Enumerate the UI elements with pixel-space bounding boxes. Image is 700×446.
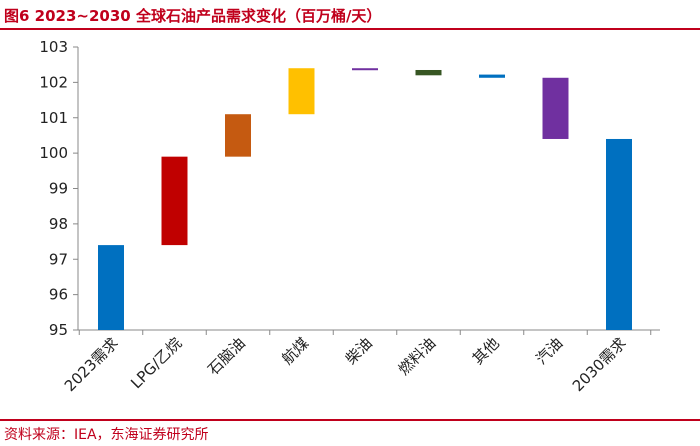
- bar-8: [606, 138, 632, 330]
- x-category-label: 石脑油: [204, 334, 249, 379]
- bar-1: [161, 156, 188, 246]
- bar-5: [415, 69, 442, 76]
- x-category-label: 2030需求: [569, 334, 630, 395]
- footer-divider: [0, 419, 700, 421]
- y-tick-label: 100: [39, 144, 68, 162]
- y-tick-label: 102: [39, 73, 68, 91]
- waterfall-chart: 95 96 97 98 99 100 101 102 103 2023需求 LPG/乙烷 石脑油 航煤柴…: [39, 38, 660, 395]
- bar-2: [225, 114, 251, 157]
- y-tick-label: 96: [49, 286, 68, 304]
- x-category-label: 汽油: [532, 334, 566, 368]
- y-tick-label: 101: [39, 109, 68, 127]
- x-category-label: 燃料油: [395, 334, 440, 379]
- title-bar: 图6 2023~2030 全球石油产品需求变化（百万桶/天）: [0, 0, 700, 30]
- y-tick-label: 97: [49, 250, 68, 268]
- y-tick-label: 98: [49, 215, 68, 233]
- chart-title: 图6 2023~2030 全球石油产品需求变化（百万桶/天）: [4, 7, 382, 25]
- bar-4: [352, 68, 378, 71]
- x-category-label: 2023需求: [61, 334, 122, 395]
- bar-3: [288, 68, 315, 115]
- x-category-label: 航煤: [278, 334, 312, 368]
- source-note: 资料来源：IEA，东海证券研究所: [4, 427, 209, 443]
- x-category-label: 其他: [469, 334, 503, 368]
- bar-6: [479, 74, 505, 78]
- y-tick-label: 95: [49, 321, 68, 339]
- bar-7: [542, 77, 569, 139]
- title-divider: [0, 28, 700, 30]
- y-tick-label: 99: [49, 180, 68, 198]
- x-category-label: 柴油: [342, 334, 376, 368]
- bar-0: [98, 245, 124, 330]
- x-category-label: LPG/乙烷: [127, 334, 185, 392]
- y-tick-label: 103: [39, 38, 68, 56]
